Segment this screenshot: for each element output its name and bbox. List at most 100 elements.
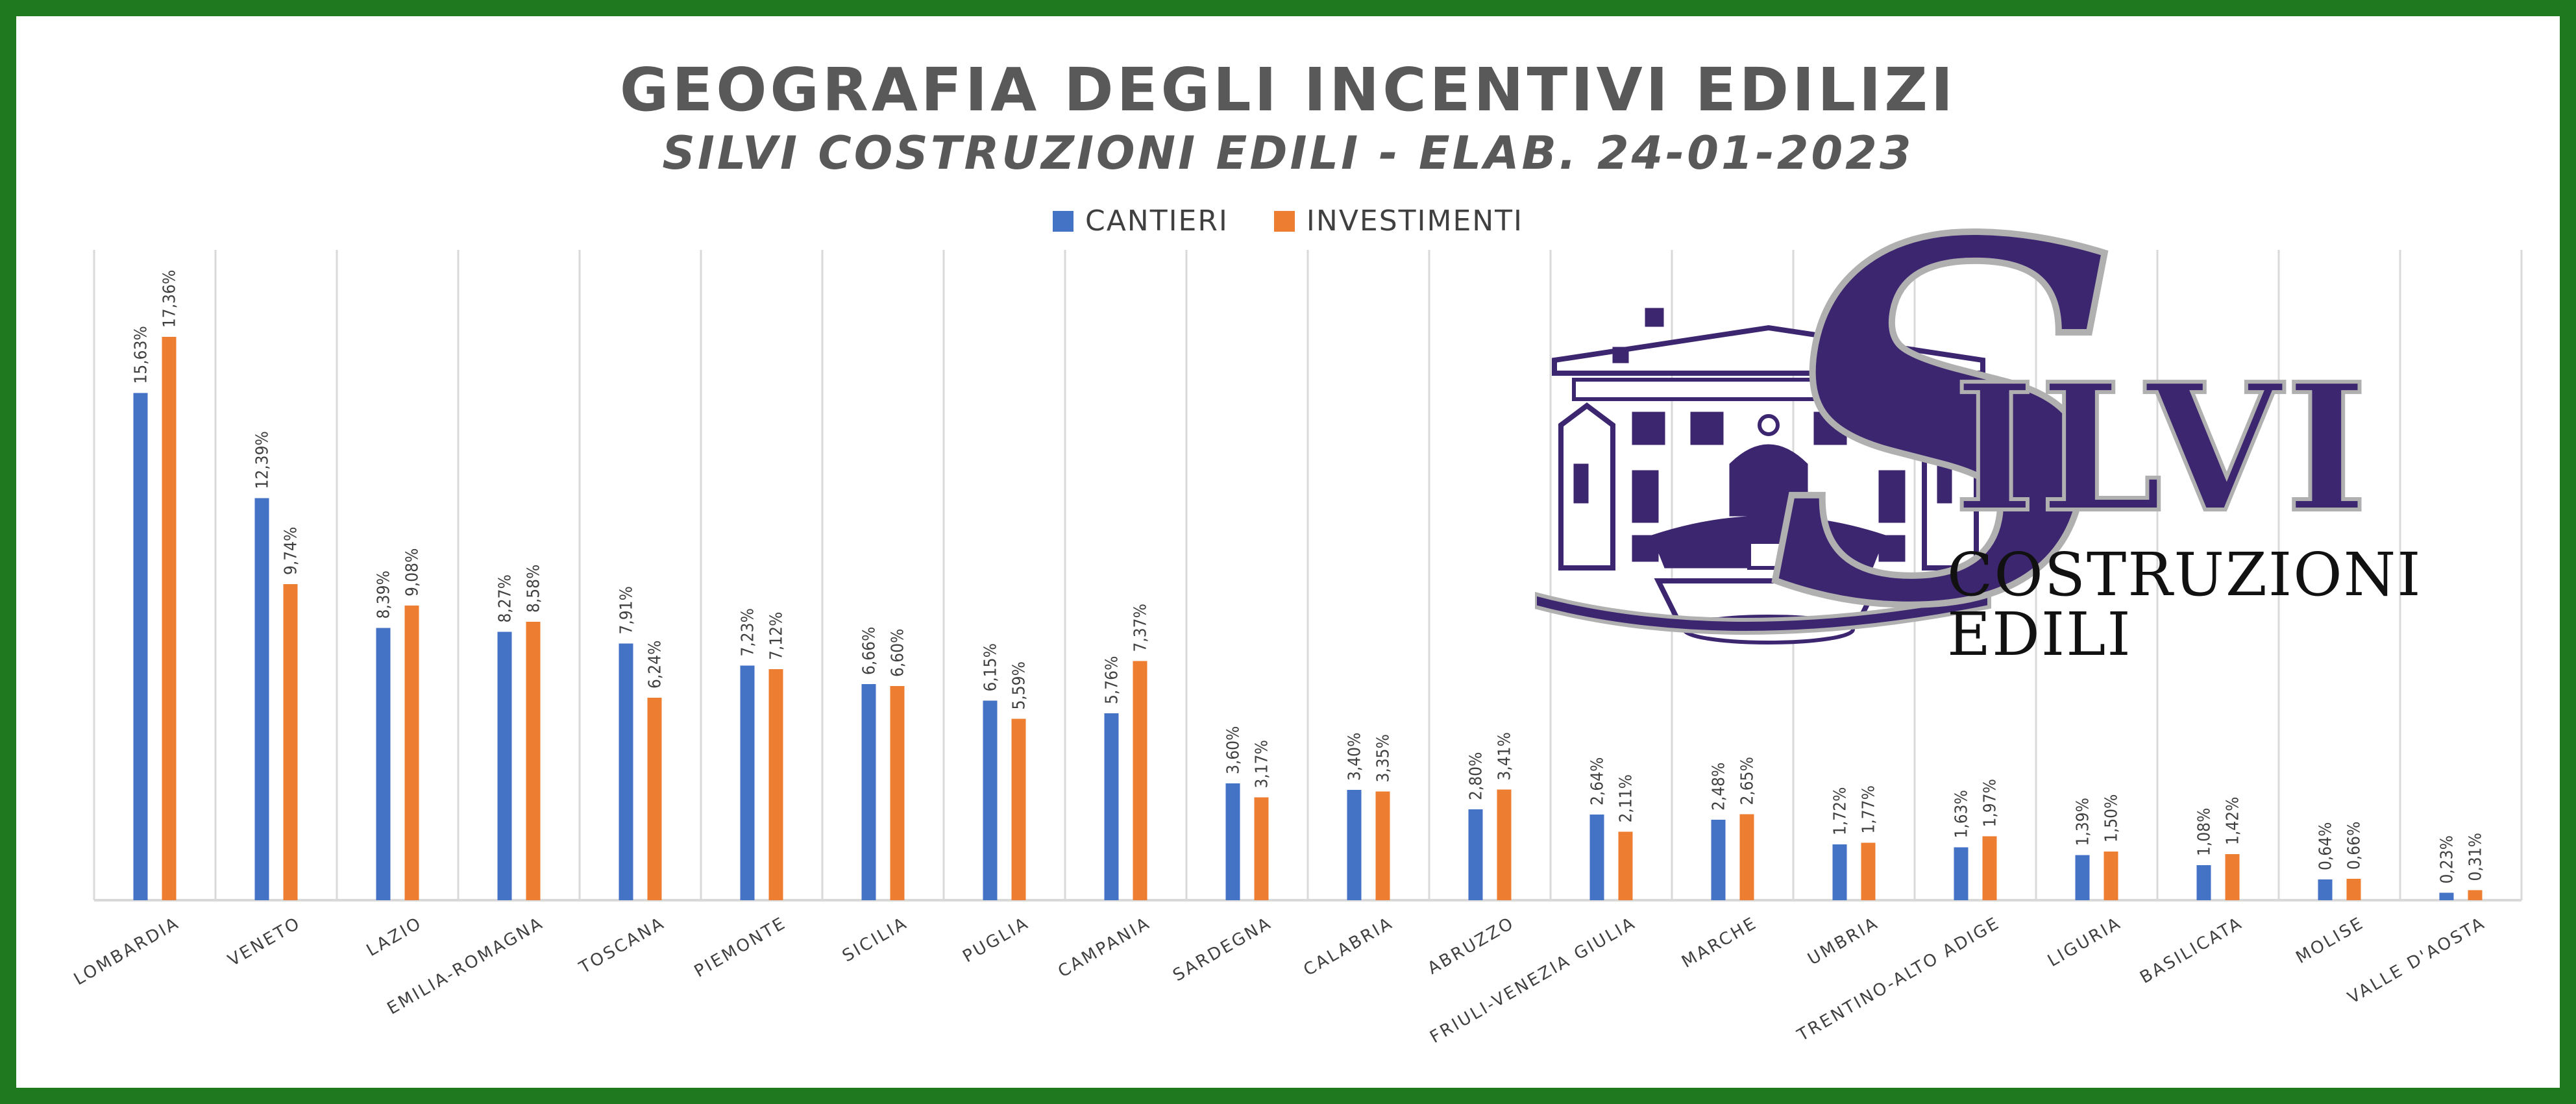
x-tick-label-3: LAZIO <box>363 913 426 961</box>
bar-cantieri-19 <box>2318 879 2333 900</box>
bar-investimenti-17 <box>2104 852 2118 900</box>
data-label-investimenti-10: 3,17% <box>1253 740 1272 788</box>
data-label-cantieri-15: 1,72% <box>1831 787 1850 835</box>
bar-investimenti-1 <box>162 337 177 900</box>
bar-investimenti-6 <box>768 669 783 900</box>
chart-subtitle: SILVI COSTRUZIONI EDILI - ELAB. 24-01-20… <box>662 127 1914 180</box>
silvi-logo-emblem <box>1535 308 1991 644</box>
data-label-cantieri-16: 1,63% <box>1952 790 1972 838</box>
logo-tagline: COSTRUZIONI EDILI <box>1947 540 2422 669</box>
bar-investimenti-8 <box>1011 718 1026 900</box>
data-label-investimenti-19: 0,66% <box>2345 822 2364 870</box>
bar-investimenti-14 <box>1739 814 1754 900</box>
data-label-cantieri-17: 1,39% <box>2074 798 2093 846</box>
x-tick-label-18: BASILICATA <box>2137 913 2246 988</box>
bar-cantieri-13 <box>1589 815 1604 900</box>
data-label-investimenti-20: 0,31% <box>2466 833 2486 881</box>
x-tick-label-12: ABRUZZO <box>1425 913 1518 979</box>
bar-cantieri-2 <box>254 498 269 900</box>
x-tick-label-11: CALABRIA <box>1300 913 1397 980</box>
bar-investimenti-5 <box>647 698 662 900</box>
bar-investimenti-16 <box>1982 836 1997 900</box>
bar-investimenti-11 <box>1375 791 1390 900</box>
bar-investimenti-4 <box>526 622 541 900</box>
bar-cantieri-7 <box>861 684 876 900</box>
x-tick-label-10: SARDEGNA <box>1170 913 1275 985</box>
data-label-investimenti-13: 2,11% <box>1617 774 1636 822</box>
bar-investimenti-18 <box>2225 854 2240 900</box>
data-label-investimenti-16: 1,97% <box>1981 779 2000 827</box>
data-label-cantieri-14: 2,48% <box>1710 763 1729 811</box>
bar-cantieri-9 <box>1104 713 1119 900</box>
bar-cantieri-10 <box>1225 783 1240 900</box>
bar-investimenti-9 <box>1133 661 1147 900</box>
x-tick-label-19: MOLISE <box>2293 913 2368 968</box>
data-label-cantieri-13: 2,64% <box>1588 757 1608 805</box>
data-label-investimenti-14: 2,65% <box>1738 757 1758 805</box>
data-label-cantieri-3: 8,39% <box>374 570 394 619</box>
legend-item-cantieri: CANTIERI <box>1052 204 1229 238</box>
bar-investimenti-12 <box>1497 789 1512 900</box>
bar-cantieri-14 <box>1711 820 1726 900</box>
x-tick-label-7: SICILIA <box>839 913 911 966</box>
bar-investimenti-3 <box>404 606 419 900</box>
legend-swatch-cantieri <box>1052 210 1073 232</box>
chart-legend: CANTIERI INVESTIMENTI <box>16 204 2560 238</box>
logo-initial: S <box>1765 135 2128 715</box>
data-label-investimenti-17: 1,50% <box>2102 794 2122 842</box>
bar-investimenti-13 <box>1618 831 1633 900</box>
x-tick-label-1: LOMBARDIA <box>71 913 183 989</box>
data-label-investimenti-15: 1,77% <box>1859 785 1879 833</box>
legend-label-cantieri: CANTIERI <box>1085 204 1229 238</box>
data-label-cantieri-19: 0,64% <box>2316 822 2336 870</box>
data-label-investimenti-3: 9,08% <box>403 548 423 596</box>
bar-cantieri-4 <box>497 632 512 900</box>
legend-item-investimenti: INVESTIMENTI <box>1273 204 1524 238</box>
legend-label-investimenti: INVESTIMENTI <box>1306 204 1524 238</box>
data-label-investimenti-6: 7,12% <box>767 612 787 660</box>
x-tick-label-2: VENETO <box>225 913 304 970</box>
x-tick-label-5: TOSCANA <box>576 913 669 978</box>
x-tick-label-14: MARCHE <box>1678 913 1761 972</box>
data-label-cantieri-1: 15,63% <box>132 326 151 384</box>
bar-cantieri-12 <box>1468 809 1483 900</box>
bar-cantieri-5 <box>619 643 633 900</box>
bar-cantieri-1 <box>133 393 148 900</box>
data-label-investimenti-11: 3,35% <box>1374 734 1393 782</box>
x-tick-label-6: PIEMONTE <box>691 913 790 981</box>
data-label-cantieri-4: 8,27% <box>496 574 515 622</box>
data-label-cantieri-10: 3,60% <box>1224 726 1244 774</box>
data-label-cantieri-7: 6,66% <box>860 627 879 675</box>
bar-chart: 15,63% 17,36% LOMBARDIA 12,39% 9,74% VENETO 8,… <box>71 250 2523 1048</box>
bar-investimenti-20 <box>2468 890 2483 900</box>
data-label-cantieri-18: 1,08% <box>2195 808 2214 856</box>
bar-cantieri-17 <box>2075 855 2090 900</box>
data-label-investimenti-8: 5,59% <box>1010 661 1029 709</box>
data-label-investimenti-7: 6,60% <box>889 629 908 677</box>
bar-cantieri-6 <box>740 665 755 900</box>
bar-cantieri-16 <box>1954 847 1969 900</box>
chart-frame: GEOGRAFIA DEGLI INCENTIVI EDILIZI SILVI … <box>16 16 2560 1088</box>
data-label-investimenti-12: 3,41% <box>1495 732 1515 780</box>
data-label-investimenti-1: 17,36% <box>160 270 180 328</box>
data-label-investimenti-5: 6,24% <box>646 641 665 689</box>
data-label-investimenti-9: 7,37% <box>1131 604 1151 652</box>
x-tick-label-9: CAMPANIA <box>1055 913 1154 982</box>
bar-investimenti-15 <box>1861 842 1876 900</box>
legend-swatch-investimenti <box>1273 210 1295 232</box>
x-tick-label-20: VALLE D'AOSTA <box>2344 913 2489 1008</box>
bar-cantieri-11 <box>1347 790 1362 900</box>
bar-investimenti-2 <box>283 584 298 900</box>
data-label-investimenti-4: 8,58% <box>524 565 544 613</box>
x-tick-label-8: PUGLIA <box>959 913 1033 966</box>
bar-cantieri-8 <box>983 700 998 900</box>
x-tick-label-17: LIGURIA <box>2044 913 2125 971</box>
bar-cantieri-20 <box>2439 892 2454 900</box>
x-tick-label-15: UMBRIA <box>1804 913 1882 969</box>
data-label-cantieri-2: 12,39% <box>253 431 273 489</box>
data-label-cantieri-9: 5,76% <box>1103 656 1122 704</box>
x-tick-label-13: FRIULI-VENEZIA GIULIA <box>1427 913 1639 1048</box>
data-label-investimenti-2: 9,74% <box>282 527 301 575</box>
bar-investimenti-19 <box>2346 879 2361 900</box>
x-tick-label-16: TRENTINO-ALTO ADIGE <box>1794 913 2004 1046</box>
